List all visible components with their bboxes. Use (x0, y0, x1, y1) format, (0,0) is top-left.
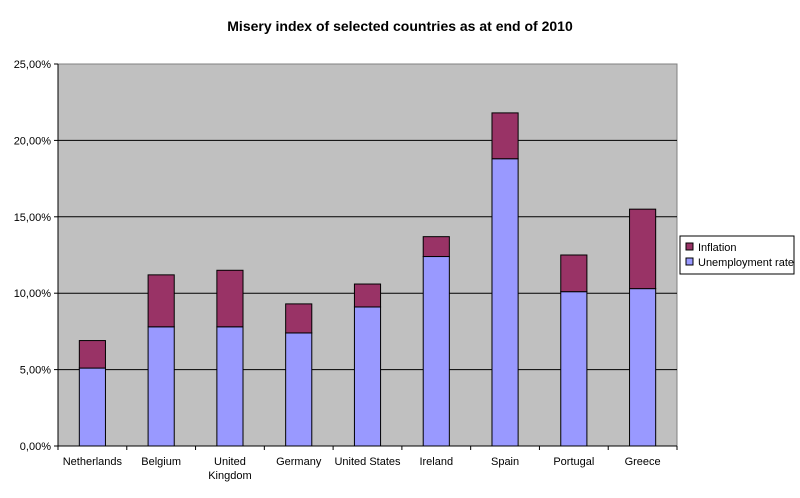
x-tick-label: United States (334, 456, 401, 468)
bar-inflation (491, 112, 519, 160)
y-tick-label: 25,00% (14, 59, 52, 71)
x-tick-label-line: Ireland (419, 456, 453, 468)
y-tick-label: 10,00% (14, 288, 52, 300)
bar-unemployment-rate (560, 291, 588, 447)
x-tick-label-line: Germany (276, 456, 322, 468)
legend-swatch-inflation (685, 242, 694, 251)
y-tick-label: 20,00% (14, 135, 52, 147)
legend-label: Inflation (698, 242, 737, 254)
bar-inflation (78, 340, 106, 369)
bar-unemployment-rate (285, 332, 313, 447)
x-tick-label-line: United (214, 456, 246, 468)
x-tick-label-line: Portugal (553, 456, 594, 468)
x-tick-label-line: Spain (491, 456, 519, 468)
chart-title: Misery index of selected countries as at… (227, 18, 573, 34)
x-tick-label: Portugal (553, 456, 594, 468)
bar-unemployment-rate (78, 367, 106, 447)
y-tick-label: 15,00% (14, 212, 52, 224)
bar-unemployment-rate (353, 306, 382, 447)
x-tick-label: United Kingdom (208, 456, 251, 482)
x-axis-ticks: Netherlands Belgium United Kingdom Germany Un… (57, 446, 678, 482)
bar-inflation (629, 208, 657, 290)
x-tick-label: Netherlands (63, 456, 123, 468)
x-tick-label-line: Kingdom (208, 470, 251, 482)
bar-inflation (560, 254, 588, 293)
legend-swatch-unemployment-rate (685, 257, 694, 266)
bar-unemployment-rate (147, 326, 175, 447)
bar-inflation (216, 269, 244, 328)
axes (57, 64, 677, 447)
y-tick-label: 0,00% (20, 441, 51, 453)
bar-inflation (353, 283, 382, 308)
bar-unemployment-rate (216, 326, 244, 447)
legend: Inflation Unemployment rate (679, 235, 795, 275)
x-tick-label: Germany (276, 456, 322, 468)
x-tick-label-line: Greece (625, 456, 661, 468)
x-tick-label-line: Netherlands (63, 456, 123, 468)
legend-box (679, 235, 795, 275)
x-tick-label: Ireland (419, 456, 453, 468)
bar-unemployment-rate (491, 158, 519, 447)
y-tick-label: 5,00% (20, 365, 51, 377)
x-tick-label-line: United States (334, 456, 401, 468)
y-axis-ticks: 0,00% 5,00% 10,00% 15,00% 20,00% 25,00% (14, 59, 58, 453)
bar-inflation (147, 274, 175, 328)
x-tick-label: Greece (625, 456, 661, 468)
bar-inflation (422, 236, 450, 258)
x-tick-label-line: Belgium (141, 456, 181, 468)
x-tick-label: Belgium (141, 456, 181, 468)
legend-label: Unemployment rate (698, 257, 794, 269)
bar-unemployment-rate (629, 288, 657, 447)
bar-unemployment-rate (422, 256, 450, 447)
bar-inflation (285, 303, 313, 334)
x-tick-label: Spain (491, 456, 519, 468)
